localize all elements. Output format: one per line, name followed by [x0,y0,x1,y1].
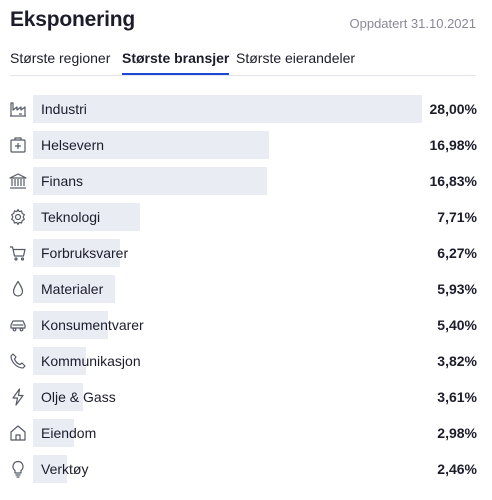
sector-value: 7,71% [437,209,477,225]
sector-bar [33,455,67,483]
sector-bar [33,203,140,231]
lightning-icon [8,387,28,407]
sector-row-teknologi: Teknologi 7,71% [0,199,492,235]
house-icon [8,423,28,443]
sector-row-kommunikasjon: Kommunikasjon 3,82% [0,343,492,379]
sector-row-olje-gass: Olje & Gass 3,61% [0,379,492,415]
shopping-cart-icon [8,243,28,263]
sector-label: Finans [41,173,84,189]
sector-row-forbruksvarer: Forbruksvarer 6,27% [0,235,492,271]
sector-label: Teknologi [41,209,101,225]
sector-bar [33,311,108,339]
sector-bar [33,167,267,195]
page-title: Eksponering [10,8,135,31]
sector-label: Eiendom [41,425,97,441]
sector-value: 16,98% [429,137,477,153]
sector-bar [33,95,422,123]
lightbulb-icon [8,459,28,479]
first-aid-kit-icon [8,135,28,155]
sector-value: 2,98% [437,425,477,441]
sector-value: 5,93% [437,281,477,297]
sector-value: 2,46% [437,461,477,477]
sector-value: 28,00% [429,101,477,117]
sector-value: 6,27% [437,245,477,261]
tab-largest-holdings[interactable]: Største eierandeler [236,50,356,66]
sector-value: 3,82% [437,353,477,369]
sector-label: Forbruksvarer [41,245,129,261]
sector-label: Industri [41,101,87,117]
sector-row-materialer: Materialer 5,93% [0,271,492,307]
sector-bar [33,419,74,447]
sector-row-industri: Industri 28,00% [0,91,492,127]
droplet-icon [8,279,28,299]
sector-row-finans: Finans 16,83% [0,163,492,199]
sector-label: Konsumentvarer [41,317,144,333]
sector-value: 3,61% [437,389,477,405]
sector-list: Industri 28,00% Helsevern 16,98% Finans … [0,91,492,487]
bank-icon [8,171,28,191]
sector-bar [33,347,86,375]
sector-bar [33,131,269,159]
tab-largest-regions[interactable]: Største regioner [10,50,111,66]
sector-label: Helsevern [41,137,105,153]
tab-largest-sectors[interactable]: Største bransjer [122,50,230,75]
gear-icon [8,207,28,227]
sector-value: 16,83% [429,173,477,189]
sector-bar [33,383,83,411]
page-header: Eksponering Oppdatert 31.10.2021 [10,8,476,36]
car-icon [8,315,28,335]
sector-bar [33,239,120,267]
updated-date: Oppdatert 31.10.2021 [349,16,477,31]
tab-bar: Største regioner Største bransjer Størst… [10,50,476,76]
sector-label: Materialer [41,281,104,297]
sector-row-helsevern: Helsevern 16,98% [0,127,492,163]
sector-label: Kommunikasjon [41,353,141,369]
sector-row-eiendom: Eiendom 2,98% [0,415,492,451]
sector-row-verktoy: Verktøy 2,46% [0,451,492,487]
sector-row-konsumentvarer: Konsumentvarer 5,40% [0,307,492,343]
sector-label: Verktøy [41,461,89,477]
factory-icon [8,99,28,119]
sector-bar [33,275,115,303]
sector-value: 5,40% [437,317,477,333]
sector-label: Olje & Gass [41,389,116,405]
phone-icon [8,351,28,371]
